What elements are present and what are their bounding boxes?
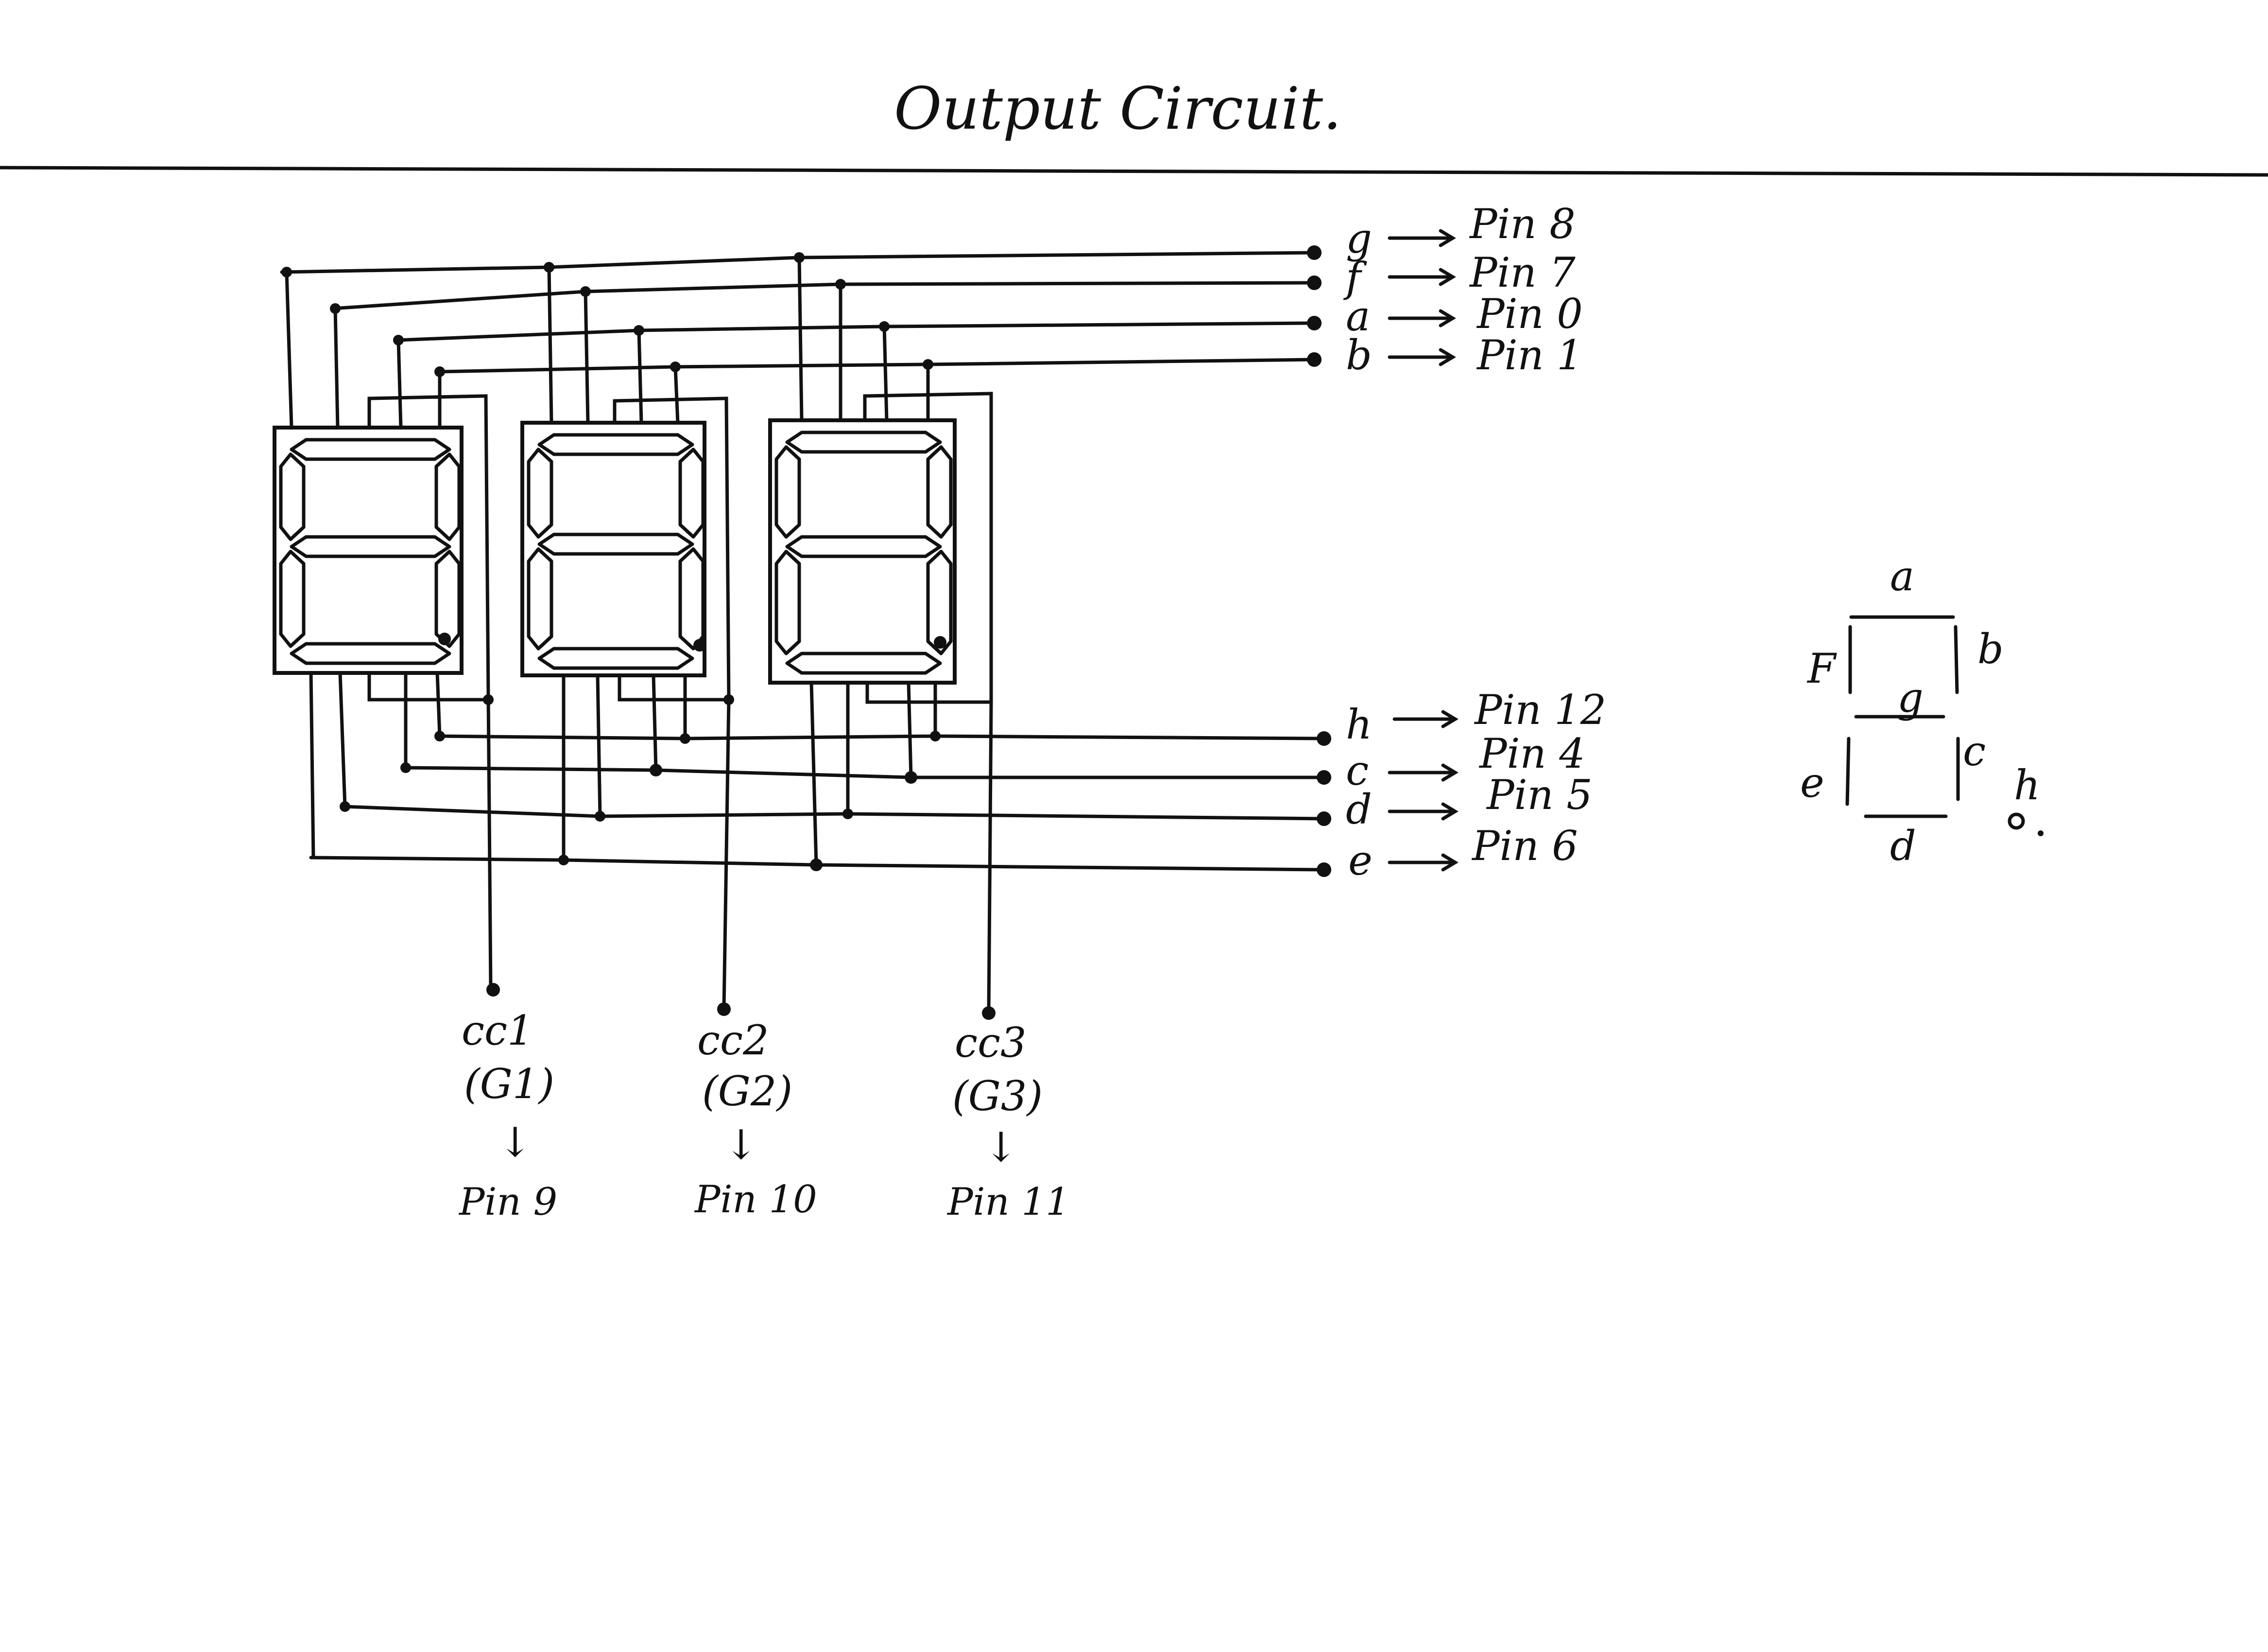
- label-cc1: cc1: [462, 1007, 533, 1054]
- label-g2: (G2): [702, 1067, 792, 1115]
- label-h: h: [1346, 701, 1372, 748]
- common-labels: cc1 (G1) ↓ Pin 9 cc2 (G2) ↓ Pin 10 cc3 (…: [458, 1007, 1070, 1224]
- label-b: b: [1346, 331, 1372, 379]
- legend-f: F: [1806, 645, 1837, 692]
- label-pin-12: Pin 12: [1474, 686, 1606, 734]
- legend-c: c: [1963, 727, 1986, 775]
- page-title: Output Circuit.: [894, 75, 1341, 143]
- label-pin-9: Pin 9: [458, 1180, 557, 1224]
- label-e: e: [1348, 837, 1373, 884]
- display-2: [520, 421, 706, 677]
- label-g3: (G3): [952, 1072, 1043, 1120]
- label-pin-6: Pin 6: [1471, 822, 1578, 870]
- legend-a: a: [1890, 552, 1914, 600]
- label-pin-7: Pin 7: [1469, 249, 1576, 296]
- label-pin-10: Pin 10: [694, 1178, 817, 1222]
- label-pin-4: Pin 4: [1478, 730, 1585, 777]
- display-1: [273, 426, 464, 675]
- legend-h: h: [2014, 761, 2040, 809]
- label-d: d: [1346, 786, 1372, 833]
- label-g1: (G1): [464, 1060, 554, 1108]
- bottom-bus-wires: [309, 671, 1331, 1020]
- arrow-down-icon: ↓: [984, 1123, 1018, 1171]
- label-pin-0: Pin 0: [1476, 290, 1583, 338]
- label-a: a: [1346, 293, 1370, 340]
- segment-legend: a b c d e F g h: [1800, 552, 2044, 870]
- arrow-down-icon: ↓: [498, 1119, 532, 1166]
- legend-d: d: [1890, 822, 1916, 870]
- bottom-signal-labels: h Pin 12 c Pin 4 d Pin 5 e Pin 6: [1346, 686, 1606, 884]
- label-cc3: cc3: [955, 1019, 1027, 1067]
- top-signal-labels: g Pin 8 f Pin 7 a Pin 0 b Pin 1: [1343, 200, 1583, 379]
- arrow-down-icon: ↓: [724, 1121, 758, 1169]
- label-pin-8: Pin 8: [1469, 200, 1576, 248]
- top-bus-wires: [280, 245, 1322, 1013]
- label-pin-5: Pin 5: [1486, 771, 1593, 819]
- legend-e: e: [1800, 759, 1824, 807]
- label-pin-1: Pin 1: [1476, 331, 1583, 379]
- label-pin-11: Pin 11: [946, 1180, 1070, 1224]
- header-rule: [0, 166, 2268, 177]
- label-cc2: cc2: [697, 1016, 769, 1064]
- label-c: c: [1346, 747, 1369, 794]
- display-3: [768, 418, 957, 685]
- legend-dp-dot: [2008, 812, 2025, 830]
- legend-b: b: [1977, 625, 2004, 673]
- label-g: g: [1346, 215, 1372, 262]
- legend-g: g: [1897, 674, 1924, 722]
